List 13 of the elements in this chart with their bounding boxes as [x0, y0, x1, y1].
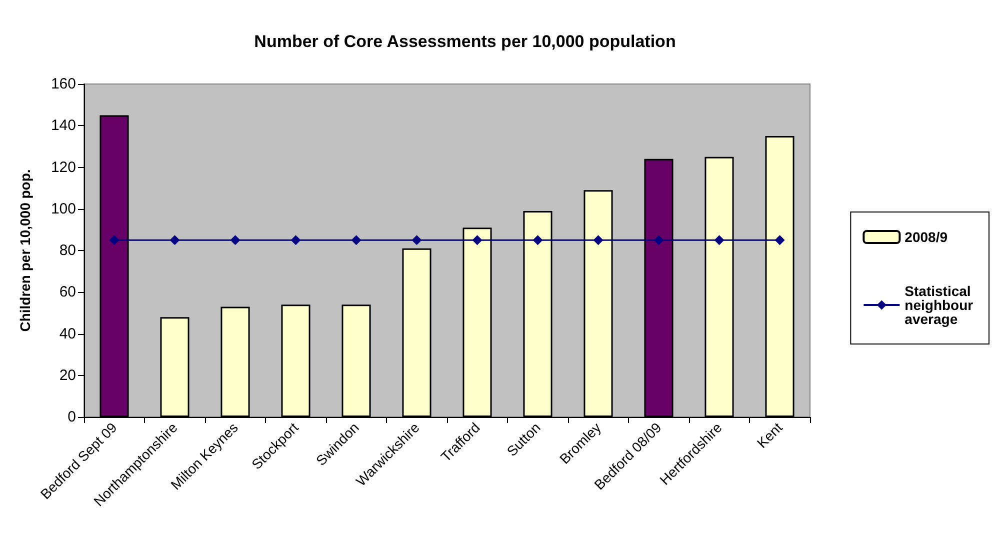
y-tick-label: 80 [59, 242, 76, 259]
y-tick-label: 160 [50, 76, 76, 92]
y-tick-label: 40 [59, 325, 76, 342]
y-tick-label: 140 [50, 117, 76, 134]
y-tick-label: 60 [59, 284, 76, 301]
y-tick-label: 100 [50, 200, 76, 218]
y-axis-title: Children per 10,000 pop. [17, 169, 33, 332]
legend-label: Statistical neighbour average [904, 283, 978, 327]
y-tick-label: 120 [50, 158, 76, 176]
chart-title: Number of Core Assessments per 10,000 population [254, 32, 676, 51]
y-tick-label: 0 [68, 408, 76, 426]
legend-label: 2008/9 [904, 229, 948, 245]
y-tick-label: 20 [59, 366, 76, 384]
